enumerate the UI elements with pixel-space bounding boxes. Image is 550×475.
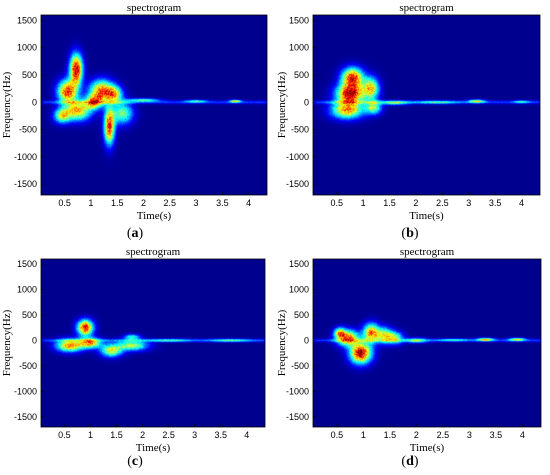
x-tick-label: 4 <box>244 430 249 440</box>
plot-frame <box>312 14 541 196</box>
y-tick-label: 500 <box>294 310 309 320</box>
y-tick-label: -1000 <box>286 152 309 162</box>
x-tick-label: 2.5 <box>164 198 177 208</box>
spectrogram-chart-d: 1500 1000 500 0 -500 -1000 -1500 0.5 1 1.5 2 2.5 3 3.… <box>276 246 542 454</box>
x-tick-label: 4 <box>246 198 251 208</box>
x-tick-label: 2.5 <box>436 198 449 208</box>
x-axis-label: Time(s) <box>137 210 172 222</box>
caption-b: (b) <box>401 226 419 241</box>
chart-title: spectrogram <box>127 2 182 14</box>
spectrogram-chart-c: 1500 1000 500 0 -500 -1000 -1500 0.5 1 1.5 2 2.5 3 3.… <box>1 246 266 454</box>
y-tick-label: -1000 <box>286 386 309 396</box>
x-tick-label: 1.5 <box>111 198 124 208</box>
caption-a: (a) <box>126 226 144 241</box>
y-tick-label: 1000 <box>17 285 37 295</box>
chart-title: spectrogram <box>399 2 454 14</box>
x-tick-label: 3 <box>467 430 472 440</box>
caption-letter-c: c <box>131 454 139 469</box>
x-axis-label: Time(s) <box>409 210 444 222</box>
x-tick-label: 1.5 <box>383 198 396 208</box>
x-tick-label: 3 <box>192 430 197 440</box>
spectrogram-heatmap <box>313 259 541 427</box>
spectrogram-panel-a: 1500 1000 500 0 -500 -1000 -1500 0.5 1 1.5 2 2.5 3 3.… <box>0 0 270 222</box>
y-tick-label: 0 <box>304 335 309 345</box>
y-tick-label: 500 <box>22 310 37 320</box>
x-tick-label: 1.5 <box>384 430 397 440</box>
plot-frame <box>312 258 542 428</box>
y-tick-label: 1500 <box>17 259 37 269</box>
y-tick-label: -1500 <box>14 412 37 422</box>
x-tick-label: 3.5 <box>216 198 229 208</box>
x-tick-label: 3 <box>466 198 471 208</box>
x-tick-label: 2.5 <box>437 430 450 440</box>
chart-title: spectrogram <box>126 246 181 258</box>
x-tick-label: 1 <box>361 430 366 440</box>
y-tick-label: -500 <box>19 361 37 371</box>
y-axis-label: Frequency(Hz) <box>1 71 13 138</box>
x-tick-label: 1 <box>88 198 93 208</box>
x-tick-label: 2 <box>413 198 418 208</box>
x-tick-label: 2 <box>141 198 146 208</box>
x-tick-label: 0.5 <box>331 430 344 440</box>
x-tick-label: 3.5 <box>489 198 502 208</box>
spectrogram-panel-d: 1500 1000 500 0 -500 -1000 -1500 0.5 1 1.5 2 2.5 3 3.… <box>275 244 545 454</box>
y-axis-label: Frequency(Hz) <box>276 71 288 138</box>
caption-letter-a: a <box>131 226 139 241</box>
spectrogram-heatmap <box>41 15 267 195</box>
y-tick-label: -1500 <box>286 179 309 189</box>
y-axis-label: Frequency(Hz) <box>276 309 288 376</box>
x-tick-label: 4 <box>520 430 525 440</box>
plot-frame <box>40 258 266 428</box>
x-tick-label: 1.5 <box>110 430 123 440</box>
x-tick-label: 1 <box>88 430 93 440</box>
x-tick-label: 2 <box>140 430 145 440</box>
y-tick-label: 1500 <box>289 259 309 269</box>
x-tick-label: 0.5 <box>330 198 343 208</box>
y-tick-label: 1000 <box>289 285 309 295</box>
x-axis-label: Time(s) <box>136 442 171 454</box>
x-tick-label: 3.5 <box>490 430 503 440</box>
caption-letter-b: b <box>406 226 414 241</box>
y-tick-label: 1000 <box>289 43 309 53</box>
x-axis-label: Time(s) <box>410 442 445 454</box>
y-tick-label: 1500 <box>289 15 309 25</box>
y-tick-label: 0 <box>32 97 37 107</box>
x-tick-label: 0.5 <box>58 198 71 208</box>
y-tick-label: -1000 <box>14 386 37 396</box>
y-tick-label: -500 <box>291 125 309 135</box>
y-tick-label: 0 <box>304 97 309 107</box>
x-tick-label: 2.5 <box>162 430 175 440</box>
x-tick-label: 0.5 <box>58 430 71 440</box>
spectrogram-chart-b: 1500 1000 500 0 -500 -1000 -1500 0.5 1 1.5 2 2.5 3 3.… <box>276 2 541 222</box>
y-tick-label: 500 <box>294 70 309 80</box>
x-tick-label: 4 <box>519 198 524 208</box>
y-tick-label: 500 <box>22 70 37 80</box>
x-tick-label: 3.5 <box>214 430 227 440</box>
y-tick-label: -500 <box>19 125 37 135</box>
y-tick-label: -500 <box>291 361 309 371</box>
x-tick-label: 2 <box>414 430 419 440</box>
y-tick-label: 0 <box>32 335 37 345</box>
y-tick-label: -1500 <box>286 412 309 422</box>
x-tick-label: 1 <box>361 198 366 208</box>
y-axis-label: Frequency(Hz) <box>1 309 13 376</box>
y-tick-label: -1500 <box>14 179 37 189</box>
spectrogram-panel-b: 1500 1000 500 0 -500 -1000 -1500 0.5 1 1.5 2 2.5 3 3.… <box>275 0 545 222</box>
caption-letter-d: d <box>406 454 414 469</box>
caption-d: (d) <box>401 454 419 469</box>
caption-c: (c) <box>127 454 143 469</box>
y-tick-label: 1500 <box>17 15 37 25</box>
plot-frame <box>40 14 268 196</box>
chart-title: spectrogram <box>400 246 455 258</box>
y-tick-label: -1000 <box>14 152 37 162</box>
x-tick-label: 3 <box>194 198 199 208</box>
y-tick-label: 1000 <box>17 43 37 53</box>
spectrogram-chart-a: 1500 1000 500 0 -500 -1000 -1500 0.5 1 1.5 2 2.5 3 3.… <box>1 2 268 222</box>
spectrogram-heatmap <box>41 259 265 427</box>
spectrogram-panel-c: 1500 1000 500 0 -500 -1000 -1500 0.5 1 1.5 2 2.5 3 3.… <box>0 244 270 454</box>
spectrogram-heatmap <box>313 15 540 195</box>
